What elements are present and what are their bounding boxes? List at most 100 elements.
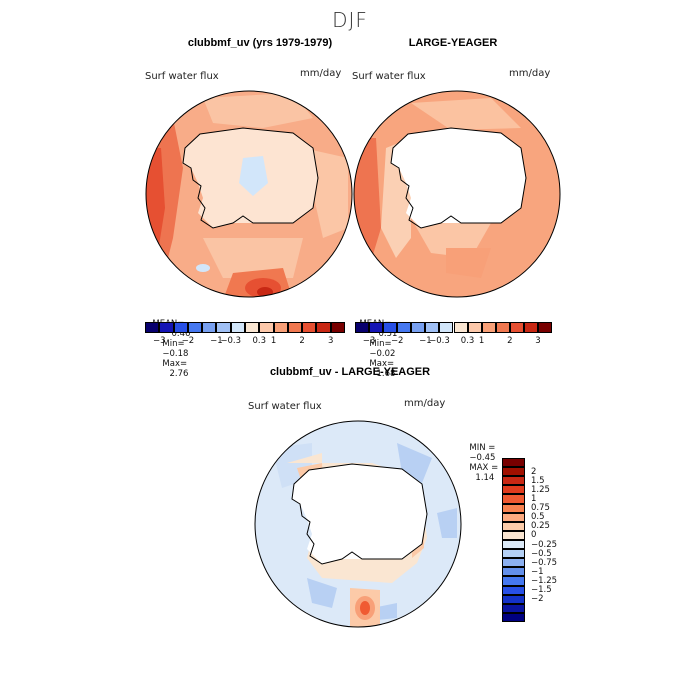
colorbar-tick-label: 3: [327, 336, 334, 346]
colorbar-swatch: [502, 594, 525, 604]
season-title: DJF: [332, 8, 368, 32]
colorbar-tick-label: 0.75: [531, 503, 550, 514]
colorbar-tick-label: 2: [531, 466, 537, 477]
panel-1-min: −0.18: [162, 349, 189, 359]
colorbar-swatch: [502, 540, 525, 550]
colorbar-swatch: [481, 322, 496, 333]
colorbar-swatch: [502, 485, 525, 495]
colorbar-swatch: [453, 322, 468, 333]
colorbar-tick-label: −2: [531, 594, 544, 605]
colorbar-swatch: [502, 476, 525, 486]
colorbar-swatch: [502, 494, 525, 504]
colorbar-swatch: [502, 612, 525, 622]
colorbar-swatch: [502, 530, 525, 540]
panel-3-max: 1.14: [475, 473, 495, 483]
panel-1-map: [145, 90, 353, 298]
colorbar-2: [355, 322, 552, 333]
colorbar-tick-label: 0.3: [460, 336, 475, 346]
colorbar-tick-label: −3: [153, 336, 166, 346]
colorbar-tick-label: −0.5: [531, 548, 552, 559]
colorbar-swatch: [216, 322, 231, 333]
colorbar-tick-label: −1: [419, 336, 432, 346]
colorbar-swatch: [159, 322, 174, 333]
panel-3-min: −0.45: [469, 453, 496, 463]
colorbar-swatch: [502, 467, 525, 477]
colorbar-swatch: [502, 567, 525, 577]
panel-2-min-label: Min=: [369, 339, 392, 349]
colorbar-swatch: [145, 322, 160, 333]
colorbar-swatch: [502, 549, 525, 559]
panel-2-mean: 0.51: [378, 329, 398, 339]
panel-1-max-label: Max=: [162, 359, 188, 369]
colorbar-swatch: [316, 322, 331, 333]
colorbar-swatch: [187, 322, 203, 333]
colorbar-tick-label: 3: [535, 336, 541, 346]
colorbar-tick-label: 1.25: [531, 484, 550, 495]
colorbar-tick-label: 2: [299, 336, 305, 346]
colorbar-swatch: [495, 322, 510, 333]
panel-2-map: [353, 90, 561, 298]
colorbar-swatch: [369, 322, 384, 333]
colorbar-swatch: [411, 322, 426, 333]
colorbar-swatch: [425, 322, 440, 333]
colorbar-1: [145, 322, 345, 333]
colorbar-tick-label: −1.5: [531, 585, 552, 596]
colorbar-swatch: [502, 521, 525, 531]
panel-3-units: mm/day: [404, 398, 446, 409]
panel-2-variable-label: Surf water flux: [352, 71, 426, 82]
colorbar-3: [502, 458, 525, 622]
colorbar-swatch: [502, 458, 525, 468]
colorbar-tick-label: 0.5: [531, 512, 545, 523]
panel-1-min-label: Min=: [162, 339, 185, 349]
colorbar-tick-label: −0.75: [531, 557, 558, 568]
panel-1-mean: 0.46: [171, 329, 191, 339]
colorbar-swatch: [330, 322, 345, 333]
colorbar-swatch: [523, 322, 538, 333]
panel-1-max: 2.76: [169, 369, 189, 379]
colorbar-swatch: [439, 322, 454, 333]
colorbar-swatch: [509, 322, 524, 333]
colorbar-tick-label: 0.3: [252, 336, 267, 346]
colorbar-tick-label: −0.25: [531, 539, 558, 550]
colorbar-swatch: [302, 322, 317, 333]
colorbar-swatch: [287, 322, 303, 333]
colorbar-tick-label: 2: [507, 336, 513, 346]
colorbar-swatch: [502, 603, 525, 613]
colorbar-swatch: [502, 503, 525, 513]
colorbar-1-ticks: −3 −2 −1 −0.3 0.3 1 2 3: [145, 336, 345, 348]
colorbar-2-ticks: −3 −2 −1 −0.3 0.3 1 2 3: [355, 336, 552, 348]
colorbar-tick-label: −3: [362, 336, 376, 346]
panel-1-title: clubbmf_uv (yrs 1979-1979): [187, 37, 333, 49]
panel-2-max: 1.68: [376, 369, 396, 379]
colorbar-tick-label: −1.25: [531, 576, 558, 586]
panel-3-max-label: MAX =: [469, 463, 499, 473]
colorbar-swatch: [273, 322, 288, 333]
colorbar-swatch: [355, 322, 370, 333]
panel-2-units: mm/day: [509, 68, 551, 79]
colorbar-tick-label: 1: [478, 336, 485, 346]
colorbar-tick-label: −1: [210, 336, 223, 346]
panel-2-max-label: Max=: [369, 359, 395, 369]
panel-1-variable-label: Surf water flux: [145, 71, 219, 82]
colorbar-swatch: [537, 322, 552, 333]
panel-3-title: clubbmf_uv - LARGE-YEAGER: [269, 366, 431, 378]
colorbar-tick-label: −0.3: [220, 336, 242, 346]
panel-1-units: mm/day: [300, 68, 342, 79]
colorbar-tick-label: 1: [531, 494, 537, 504]
panel-2-min: −0.02: [369, 349, 396, 359]
colorbar-swatch: [173, 322, 188, 333]
colorbar-swatch: [230, 322, 245, 333]
colorbar-swatch: [259, 322, 274, 333]
colorbar-swatch: [502, 576, 525, 586]
colorbar-swatch: [383, 322, 398, 333]
colorbar-tick-label: 0: [531, 530, 537, 541]
colorbar-swatch: [202, 322, 217, 333]
colorbar-tick-label: 0.25: [531, 521, 550, 532]
colorbar-swatch: [397, 322, 412, 333]
colorbar-tick-label: −0.3: [429, 336, 450, 346]
colorbar-3-ticks: 2 1.5 1.25 1 0.75 0.5 0.25 0 −0.25 −0.5 −0.75 −1 −1.…: [531, 458, 591, 622]
colorbar-tick-label: −1: [531, 566, 544, 577]
panel-3-variable-label: Surf water flux: [248, 401, 322, 412]
colorbar-tick-label: 1: [270, 336, 277, 346]
colorbar-tick-label: −2: [181, 336, 195, 346]
